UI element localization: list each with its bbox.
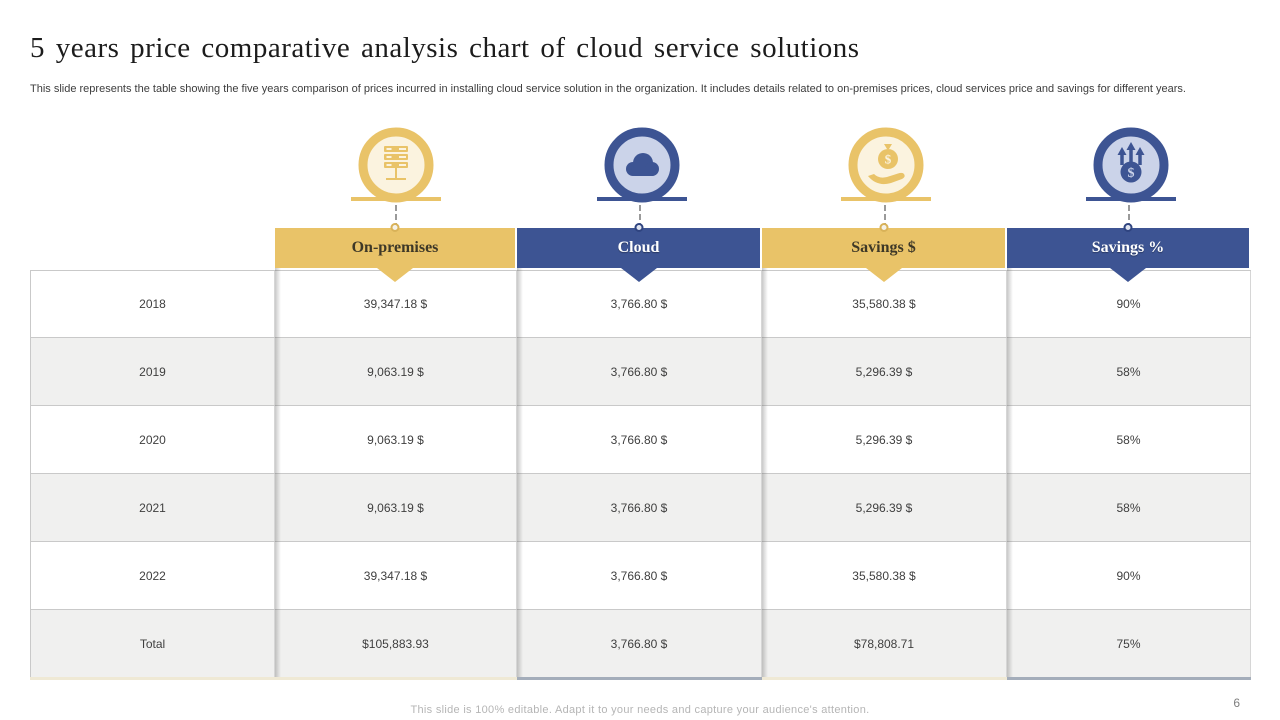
column-bottom-accent bbox=[762, 677, 1007, 680]
connector-dot bbox=[879, 223, 888, 232]
price-comparison-table: On-premises Cloud Savings $ Savings % 20… bbox=[30, 223, 1251, 680]
table-row-2022: 2022 39,347.18 $ 3,766.80 $ 35,580.38 $ … bbox=[30, 542, 1251, 610]
savings-percent-cell: 90% bbox=[1007, 542, 1251, 609]
column-header-savings-amount: Savings $ bbox=[762, 223, 1005, 282]
savings-amount-cell: 5,296.39 $ bbox=[762, 338, 1007, 405]
savings-percent-cell: 58% bbox=[1007, 406, 1251, 473]
savings-amount-cell: 35,580.38 $ bbox=[762, 542, 1007, 609]
table-row-2020: 2020 9,063.19 $ 3,766.80 $ 5,296.39 $ 58… bbox=[30, 406, 1251, 474]
savings-icon-group: $ bbox=[841, 127, 931, 205]
column-bottom-accent bbox=[517, 677, 762, 680]
column-header-savings-percent: Savings % bbox=[1007, 223, 1249, 282]
table-row-total: Total $105,883.93 3,766.80 $ $78,808.71 … bbox=[30, 610, 1251, 678]
on-premises-icon-group bbox=[351, 127, 441, 205]
server-icon bbox=[358, 127, 434, 203]
editable-note: This slide is 100% editable. Adapt it to… bbox=[410, 704, 870, 716]
column-header-label: Savings $ bbox=[851, 239, 916, 256]
column-bottom-accent bbox=[30, 677, 275, 680]
dashed-connector bbox=[884, 205, 886, 229]
icon-baseline bbox=[597, 197, 687, 201]
year-cell: 2021 bbox=[30, 474, 275, 541]
cloud-icon-group bbox=[597, 127, 687, 205]
svg-text:$: $ bbox=[885, 152, 892, 167]
column-header-cloud: Cloud bbox=[517, 223, 760, 282]
on-premises-cell: 9,063.19 $ bbox=[275, 338, 517, 405]
savings-amount-cell: 35,580.38 $ bbox=[762, 271, 1007, 337]
cloud-cell: 3,766.80 $ bbox=[517, 542, 762, 609]
savings-amount-total-cell: $78,808.71 bbox=[762, 610, 1007, 677]
on-premises-cell: 39,347.18 $ bbox=[275, 542, 517, 609]
column-bottom-accent bbox=[1007, 677, 1251, 680]
on-premises-total-cell: $105,883.93 bbox=[275, 610, 517, 677]
on-premises-cell: 9,063.19 $ bbox=[275, 406, 517, 473]
page-number: 6 bbox=[1233, 696, 1240, 710]
slide-description: This slide represents the table showing … bbox=[30, 83, 1186, 95]
on-premises-cell: 39,347.18 $ bbox=[275, 271, 517, 337]
column-header-label: On-premises bbox=[351, 239, 439, 256]
savings-percent-cell: 90% bbox=[1007, 271, 1251, 337]
icon-baseline bbox=[351, 197, 441, 201]
money-savings-icon: $ bbox=[848, 127, 924, 203]
dashed-connector bbox=[395, 205, 397, 229]
chevron-down-icon bbox=[377, 268, 413, 282]
savings-amount-cell: 5,296.39 $ bbox=[762, 406, 1007, 473]
dashed-connector bbox=[1128, 205, 1130, 229]
connector-dot bbox=[390, 223, 400, 232]
dashed-connector bbox=[639, 205, 641, 229]
on-premises-cell: 9,063.19 $ bbox=[275, 474, 517, 541]
cloud-total-cell: 3,766.80 $ bbox=[517, 610, 762, 677]
column-bottom-accent bbox=[275, 677, 517, 680]
cloud-cell: 3,766.80 $ bbox=[517, 406, 762, 473]
savings-amount-cell: 5,296.39 $ bbox=[762, 474, 1007, 541]
table-body: 2018 39,347.18 $ 3,766.80 $ 35,580.38 $ … bbox=[30, 270, 1251, 678]
growth-icon-group: $ bbox=[1086, 127, 1176, 205]
chevron-down-icon bbox=[620, 268, 657, 282]
svg-text:$: $ bbox=[1128, 166, 1135, 181]
table-row-2021: 2021 9,063.19 $ 3,766.80 $ 5,296.39 $ 58… bbox=[30, 474, 1251, 542]
savings-percent-total-cell: 75% bbox=[1007, 610, 1251, 677]
connector-dot bbox=[634, 223, 643, 232]
dollar-growth-icon: $ bbox=[1093, 127, 1169, 203]
column-header-label: Cloud bbox=[617, 239, 660, 256]
year-cell: 2022 bbox=[30, 542, 275, 609]
icon-baseline bbox=[841, 197, 931, 201]
connector-dot bbox=[1123, 223, 1133, 232]
savings-percent-cell: 58% bbox=[1007, 338, 1251, 405]
total-label-cell: Total bbox=[30, 610, 275, 677]
savings-percent-cell: 58% bbox=[1007, 474, 1251, 541]
column-header-label: Savings % bbox=[1091, 239, 1165, 256]
cloud-cell: 3,766.80 $ bbox=[517, 338, 762, 405]
cloud-cell: 3,766.80 $ bbox=[517, 474, 762, 541]
chevron-down-icon bbox=[865, 268, 902, 282]
cloud-icon bbox=[604, 127, 680, 203]
table-row-2019: 2019 9,063.19 $ 3,766.80 $ 5,296.39 $ 58… bbox=[30, 338, 1251, 406]
year-cell: 2019 bbox=[30, 338, 275, 405]
year-cell: 2020 bbox=[30, 406, 275, 473]
chevron-down-icon bbox=[1110, 268, 1146, 282]
year-cell: 2018 bbox=[30, 271, 275, 337]
page-title: 5 years price comparative analysis chart… bbox=[30, 32, 860, 64]
cloud-cell: 3,766.80 $ bbox=[517, 271, 762, 337]
column-header-on-premises: On-premises bbox=[275, 223, 515, 282]
icon-baseline bbox=[1086, 197, 1176, 201]
